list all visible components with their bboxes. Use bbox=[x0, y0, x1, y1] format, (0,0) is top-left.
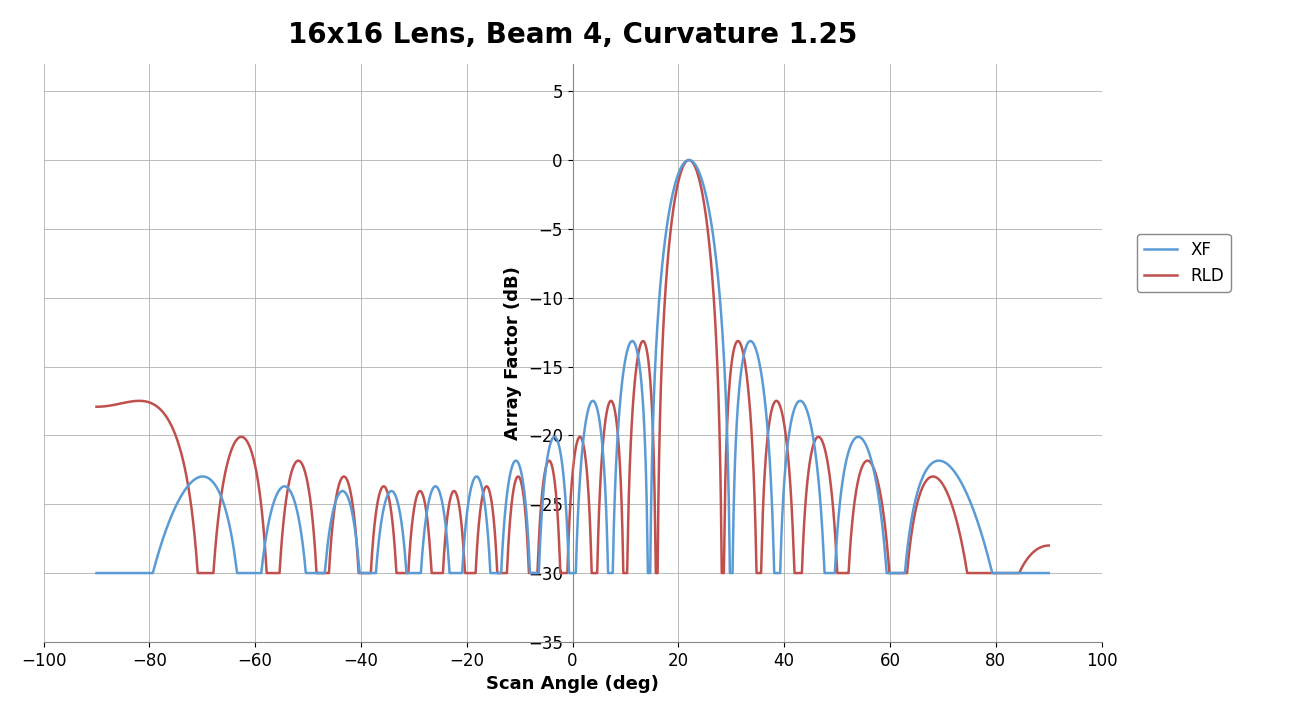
XF bbox=[343, 503, 359, 512]
RLD bbox=[686, 159, 701, 167]
Line: RLD: RLD bbox=[96, 160, 1048, 573]
XF bbox=[88, 569, 104, 578]
XF bbox=[682, 156, 697, 164]
XF bbox=[686, 158, 701, 166]
RLD bbox=[840, 569, 855, 578]
RLD bbox=[88, 403, 104, 411]
RLD bbox=[682, 156, 697, 164]
RLD bbox=[1025, 548, 1041, 557]
RLD bbox=[143, 398, 158, 407]
XF bbox=[1041, 569, 1056, 578]
Y-axis label: Array Factor (dB): Array Factor (dB) bbox=[504, 266, 522, 440]
Legend: XF, RLD: XF, RLD bbox=[1137, 234, 1231, 291]
RLD bbox=[343, 491, 359, 500]
XF bbox=[671, 168, 687, 176]
RLD bbox=[671, 175, 687, 183]
XF bbox=[840, 449, 855, 458]
Line: XF: XF bbox=[96, 160, 1048, 573]
RLD bbox=[191, 569, 206, 578]
RLD bbox=[1041, 541, 1056, 550]
XF bbox=[1025, 569, 1041, 578]
X-axis label: Scan Angle (deg): Scan Angle (deg) bbox=[486, 675, 660, 693]
Title: 16x16 Lens, Beam 4, Curvature 1.25: 16x16 Lens, Beam 4, Curvature 1.25 bbox=[288, 21, 857, 49]
XF bbox=[143, 569, 158, 578]
